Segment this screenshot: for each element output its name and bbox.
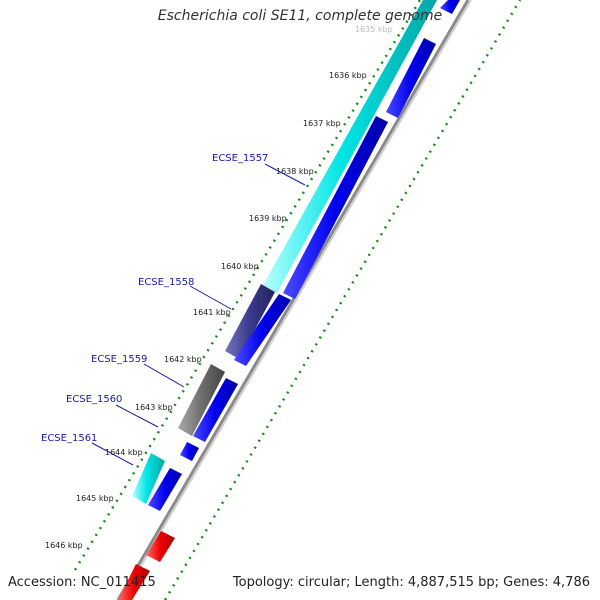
- scale-tick-label: 1644 kbp: [105, 448, 143, 457]
- gene-feature-blue-5[interactable]: [180, 442, 199, 461]
- map-title: Escherichia coli SE11, complete genome: [157, 8, 443, 24]
- scale-tick-label: 1641 kbp: [193, 308, 231, 317]
- gene-feature-blue-1[interactable]: [386, 38, 436, 118]
- scale-ticks: 1636 kbp 1637 kbp 1638 kbp 1639 kbp 1640…: [45, 71, 367, 550]
- genome-backbone: [116, 0, 470, 600]
- outer-dotted-track: [73, 0, 422, 571]
- gene-feature-blue-4[interactable]: [193, 378, 238, 442]
- scale-tick-label: 1637 kbp: [303, 119, 341, 128]
- gene-label-ecse-1557[interactable]: ECSE_1557: [212, 153, 268, 164]
- scale-tick-label: 1638 kbp: [276, 167, 314, 176]
- scale-tick-label: 1645 kbp: [76, 494, 114, 503]
- gene-feature-cyan-small[interactable]: [132, 453, 165, 504]
- genome-backbone-shadow: [120, 0, 472, 600]
- gene-feature-red-2[interactable]: [118, 564, 150, 600]
- gene-feature-red-1[interactable]: [146, 531, 175, 562]
- scale-tick-label: 1642 kbp: [164, 355, 202, 364]
- scale-tick-label: 1643 kbp: [135, 403, 173, 412]
- gene-feature-gray[interactable]: [178, 364, 225, 436]
- inner-dotted-track: [163, 0, 522, 600]
- scale-tick-label: 1646 kbp: [45, 541, 83, 550]
- gene-label-ecse-1558[interactable]: ECSE_1558: [138, 277, 194, 288]
- gene-label-ecse-1559[interactable]: ECSE_1559: [91, 354, 147, 365]
- gene-feature-blue-3[interactable]: [234, 294, 291, 366]
- gene-feature-cyan-large[interactable]: [263, 0, 437, 293]
- accession-text: Accession: NC_011415: [8, 575, 156, 590]
- topology-text: Topology: circular; Length: 4,887,515 bp…: [232, 575, 590, 590]
- gene-leader-lines: [91, 163, 306, 466]
- gene-feature-blue-6[interactable]: [148, 468, 182, 511]
- gene-feature-blue-2[interactable]: [283, 116, 388, 299]
- scale-tick-label: 1636 kbp: [329, 71, 367, 80]
- scale-tick-label: 1640 kbp: [221, 262, 259, 271]
- scale-tick-label: 1639 kbp: [249, 214, 287, 223]
- gene-label-ecse-1561[interactable]: ECSE_1561: [41, 433, 97, 444]
- gene-feature-blue-top[interactable]: [440, 0, 460, 14]
- gene-labels: ECSE_1557 ECSE_1558 ECSE_1559 ECSE_1560 …: [41, 153, 268, 444]
- gene-label-ecse-1560[interactable]: ECSE_1560: [66, 394, 122, 405]
- scale-label-faded: 1635 kbp: [355, 25, 393, 34]
- gene-feature-navy[interactable]: [225, 284, 275, 359]
